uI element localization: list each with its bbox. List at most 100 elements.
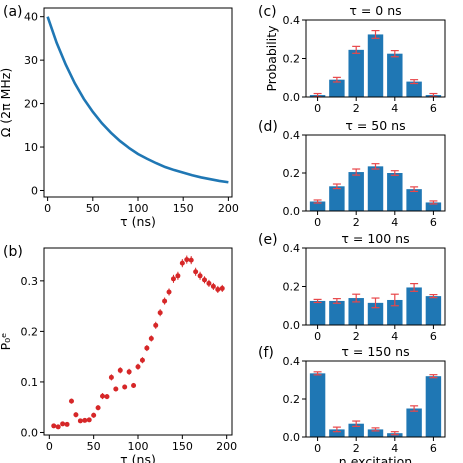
x-tick-label: 100 — [128, 202, 149, 215]
data-point — [206, 280, 212, 286]
bar — [406, 408, 422, 437]
x-tick-label: 2 — [353, 102, 360, 115]
x-tick-label: 6 — [430, 330, 437, 343]
bar — [348, 423, 364, 437]
y-tick-label: 0.2 — [21, 325, 39, 338]
axes-frame — [43, 247, 233, 436]
y-tick-label: 0.2 — [283, 393, 301, 406]
data-point — [202, 277, 208, 283]
x-tick-label: 150 — [173, 202, 194, 215]
data-point — [104, 394, 110, 400]
y-tick-label: 0.0 — [283, 431, 301, 444]
x-tick-label: 0 — [314, 102, 321, 115]
bar — [329, 300, 345, 325]
x-tick-label: 0 — [46, 440, 53, 453]
panel-label: (a) — [3, 4, 23, 20]
x-tick-label: 6 — [430, 216, 437, 229]
data-point — [100, 393, 106, 399]
data-point — [77, 418, 83, 424]
bar — [348, 172, 364, 211]
data-point — [73, 412, 79, 418]
data-point — [55, 424, 61, 430]
omega-decay-line — [46, 16, 229, 184]
panel-label: (d) — [258, 119, 278, 135]
data-point — [122, 384, 128, 390]
x-tick-label: 4 — [391, 216, 398, 229]
x-tick-label: 6 — [430, 102, 437, 115]
bar — [387, 53, 403, 97]
data-point — [157, 310, 163, 316]
panel-title: τ = 100 ns — [341, 231, 409, 246]
y-tick-label: 0.0 — [283, 205, 301, 218]
bar — [329, 429, 345, 437]
data-point — [175, 273, 181, 279]
x-tick-label: 2 — [353, 330, 360, 343]
bar — [348, 49, 364, 97]
bar — [329, 186, 345, 211]
x-tick-label: 150 — [172, 440, 193, 453]
data-point — [188, 257, 194, 263]
data-point — [148, 335, 154, 341]
x-tick-label: 200 — [218, 202, 239, 215]
y-tick-label: 0.2 — [283, 281, 301, 294]
y-tick-label: 0.3 — [21, 275, 39, 288]
panel-label: (b) — [3, 244, 23, 260]
y-tick-label: 0.0 — [283, 91, 301, 104]
x-tick-label: 4 — [391, 102, 398, 115]
bar — [367, 34, 384, 97]
data-point — [139, 357, 145, 363]
y-tick-label: 40 — [24, 11, 38, 24]
y-tick-label: 0.2 — [283, 167, 301, 180]
axes-frame — [305, 360, 446, 438]
panel-label: (e) — [258, 232, 278, 248]
y-axis-label: Probability — [264, 25, 279, 92]
data-point — [153, 322, 159, 328]
y-tick-label: 10 — [24, 141, 38, 154]
x-tick-label: 0 — [314, 216, 321, 229]
x-tick-label: 200 — [216, 440, 237, 453]
bar — [425, 202, 442, 211]
bar — [387, 173, 403, 211]
panel-title: τ = 150 ns — [341, 344, 409, 359]
data-point — [108, 374, 114, 380]
x-tick-label: 0 — [44, 202, 51, 215]
data-point — [60, 421, 66, 427]
y-tick-label: 20 — [24, 98, 38, 111]
panel-title: τ = 50 ns — [345, 118, 405, 133]
bar — [329, 79, 345, 97]
bar — [309, 300, 326, 325]
bar — [425, 296, 442, 325]
data-point — [68, 398, 74, 404]
y-tick-label: 0.0 — [283, 319, 301, 332]
data-point — [51, 423, 57, 429]
x-axis-label: τ (ns) — [120, 452, 156, 463]
panel-title: τ = 0 ns — [349, 3, 401, 18]
data-point — [135, 364, 141, 370]
data-point — [113, 386, 119, 392]
data-point — [210, 283, 216, 289]
x-tick-label: 2 — [353, 216, 360, 229]
data-point — [184, 257, 190, 263]
y-tick-label: 0.4 — [283, 242, 301, 255]
data-point — [64, 421, 70, 427]
x-tick-label: 50 — [87, 440, 101, 453]
x-tick-label: 2 — [353, 442, 360, 455]
y-tick-label: 0.0 — [21, 426, 39, 439]
bar — [309, 373, 326, 437]
y-axis-label: P₀ᵉ — [0, 333, 13, 351]
data-point — [82, 417, 88, 423]
data-point — [215, 286, 221, 292]
axes-frame — [43, 7, 233, 198]
y-tick-label: 0.4 — [283, 129, 301, 142]
x-tick-label: 50 — [86, 202, 100, 215]
bar — [425, 376, 442, 437]
bar — [406, 287, 422, 325]
data-point — [91, 412, 97, 418]
y-tick-label: 0.1 — [21, 376, 39, 389]
data-point — [86, 417, 92, 423]
data-point — [197, 273, 203, 279]
data-point — [179, 260, 185, 266]
x-tick-label: 100 — [128, 440, 149, 453]
data-point — [117, 367, 123, 373]
